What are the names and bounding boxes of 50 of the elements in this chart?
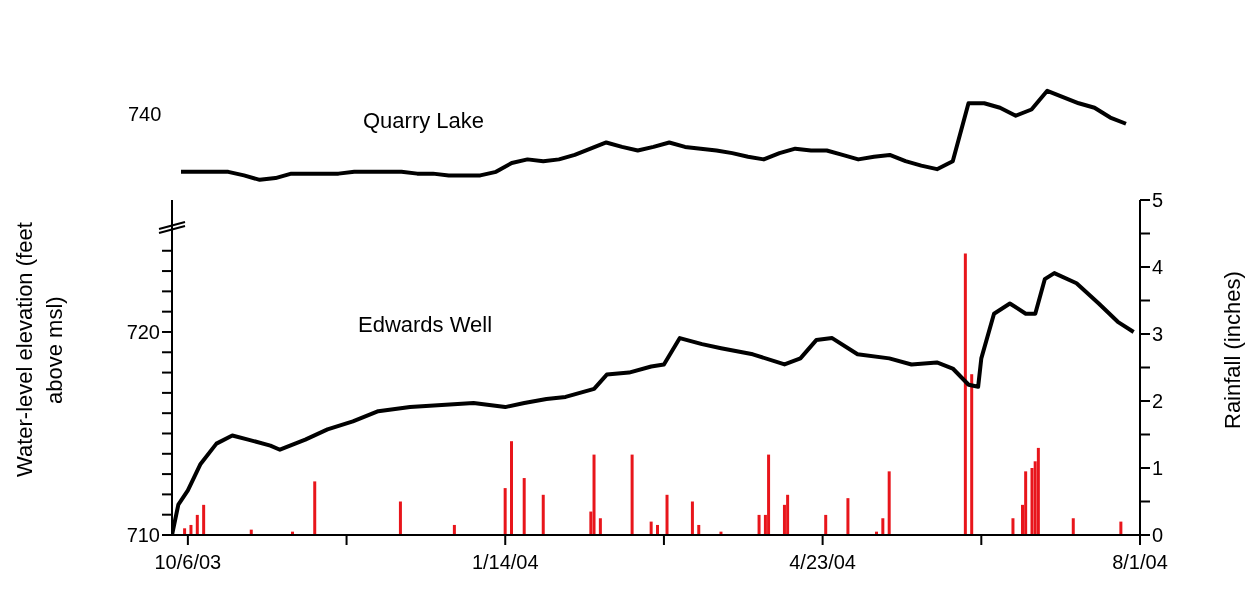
bar <box>824 514 828 535</box>
y-tick-label: 720 <box>126 321 160 344</box>
bar <box>649 521 653 535</box>
bar <box>630 454 634 535</box>
bar <box>1071 518 1075 535</box>
bar <box>690 501 694 535</box>
bar <box>398 501 402 535</box>
bar <box>183 528 187 535</box>
bar <box>510 441 514 535</box>
y2-tick-label: 5 <box>1152 189 1164 212</box>
bar <box>1024 471 1028 535</box>
bar <box>1119 521 1123 535</box>
bar <box>963 253 967 535</box>
x-tick-label: 10/6/03 <box>154 551 222 574</box>
bar <box>189 524 193 535</box>
bar <box>786 494 790 535</box>
y2-tick-label: 3 <box>1152 323 1164 346</box>
bar <box>970 374 974 535</box>
bar <box>598 518 602 535</box>
bar <box>452 524 456 535</box>
bar <box>697 524 701 535</box>
x-tick-label: 4/23/04 <box>789 551 856 574</box>
x-tick-label: 8/1/04 <box>1112 551 1168 574</box>
bar <box>195 514 199 535</box>
bar <box>1011 518 1015 535</box>
bar <box>592 454 596 535</box>
y-tick-label: 710 <box>126 524 160 547</box>
bar <box>202 504 206 535</box>
bar <box>665 494 669 535</box>
y2-tick-label: 0 <box>1152 524 1164 547</box>
bar <box>846 498 850 535</box>
bar <box>767 454 771 535</box>
bar <box>656 524 659 535</box>
bar <box>881 518 885 535</box>
bar <box>1036 447 1040 535</box>
text: 740 <box>128 103 162 126</box>
bar <box>313 481 317 535</box>
y2-tick-label: 1 <box>1152 457 1164 480</box>
bar <box>541 494 545 535</box>
series-label: Quarry Lake <box>363 108 485 134</box>
bar <box>522 478 526 535</box>
y2-axis-title: Rainfall (inches) <box>1220 270 1246 431</box>
x-tick-label: 1/14/04 <box>471 551 539 574</box>
bar <box>887 471 891 535</box>
bar <box>503 488 507 535</box>
y2-tick-label: 4 <box>1152 256 1164 279</box>
y2-tick-label: 2 <box>1152 390 1164 413</box>
y-axis-title: Water-level elevation (feet above msl) <box>11 221 68 480</box>
bar <box>757 514 761 535</box>
text: Edwards Well <box>358 312 493 338</box>
